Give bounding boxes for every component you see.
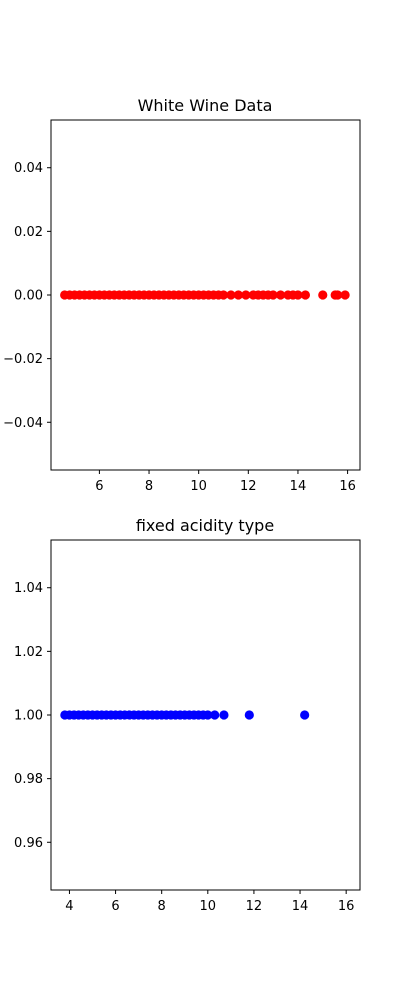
chart-title: White Wine Data: [138, 96, 273, 115]
data-point: [203, 710, 213, 720]
data-point: [226, 290, 236, 300]
y-tick-label: 0.02: [14, 225, 43, 240]
x-tick-label: 6: [95, 479, 103, 494]
x-tick-label: 8: [158, 899, 166, 914]
y-tick-label: 0.98: [14, 772, 43, 787]
x-tick-label: 12: [240, 479, 257, 494]
data-point: [244, 710, 254, 720]
x-tick-label: 14: [292, 899, 309, 914]
data-point: [293, 290, 303, 300]
x-tick-label: 8: [145, 479, 153, 494]
x-tick-label: 16: [339, 479, 356, 494]
x-tick-label: 12: [246, 899, 263, 914]
data-point: [275, 290, 286, 300]
data-points: [60, 710, 310, 720]
y-tick-label: −0.02: [3, 352, 43, 367]
chart-panel-white-wine: White Wine Data 6 8 10 12 14 16 −0.04 −0.02 0.00…: [3, 96, 361, 494]
chart-title: fixed acidity type: [136, 516, 274, 535]
y-tick-label: 1.04: [14, 581, 43, 596]
data-point: [300, 290, 310, 300]
data-point: [300, 710, 310, 720]
data-point: [210, 710, 220, 720]
y-tick-label: −0.04: [3, 416, 43, 431]
data-point: [241, 290, 251, 300]
y-tick-label: 0.04: [14, 161, 43, 176]
data-point: [318, 290, 328, 300]
x-tick-label: 6: [111, 899, 119, 914]
x-tick-label: 16: [338, 899, 355, 914]
data-point: [268, 290, 278, 300]
x-tick-label: 10: [190, 479, 207, 494]
y-tick-label: 1.02: [14, 645, 43, 660]
y-tick-label: 0.96: [14, 836, 43, 851]
data-points: [60, 290, 350, 300]
data-point: [219, 710, 229, 720]
data-point: [333, 290, 343, 300]
chart-panel-fixed-acidity: fixed acidity type 4 6 8 10 12 14 16 0.96 0.98 1.…: [14, 516, 361, 914]
data-point: [218, 290, 229, 300]
x-tick-label: 10: [200, 899, 217, 914]
data-point: [340, 290, 350, 300]
data-point: [233, 290, 243, 300]
y-tick-label: 0.00: [14, 289, 43, 304]
y-tick-label: 1.00: [14, 709, 43, 724]
x-tick-label: 14: [290, 479, 307, 494]
x-tick-label: 4: [65, 899, 73, 914]
